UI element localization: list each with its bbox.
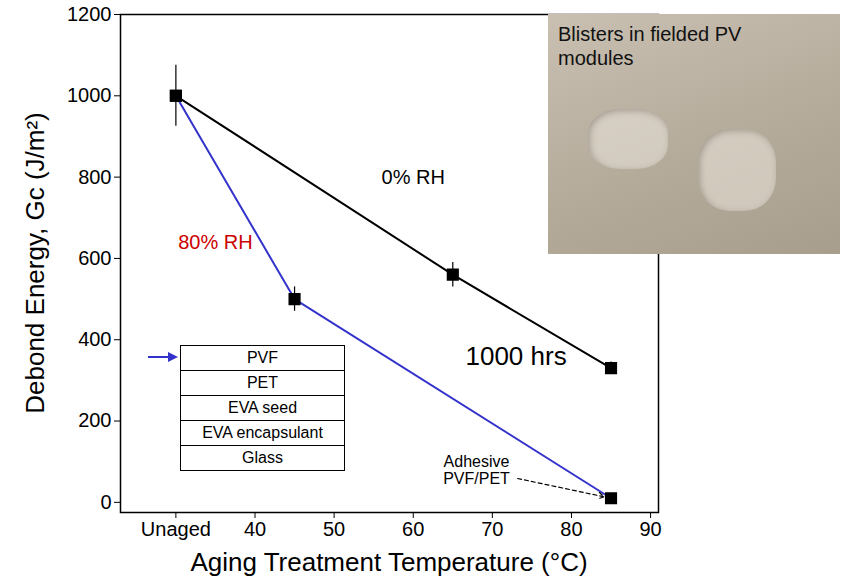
svg-text:70: 70 bbox=[481, 518, 503, 540]
html-text:Aging Treatment Temperature (°: Aging Treatment Temperature (°C) bbox=[190, 546, 588, 577]
svg-text:800: 800 bbox=[78, 166, 111, 188]
svg-text:50: 50 bbox=[323, 518, 345, 540]
svg-text:200: 200 bbox=[78, 409, 111, 431]
svg-text:60: 60 bbox=[402, 518, 424, 540]
svg-text:0: 0 bbox=[100, 491, 111, 513]
html-text:EVA seed: EVA seed bbox=[228, 399, 297, 416]
svg-text:Unaged: Unaged bbox=[141, 518, 211, 540]
html-text:PVF: PVF bbox=[246, 349, 279, 366]
svg-text:1000 hrs: 1000 hrs bbox=[465, 341, 566, 371]
html-text:Blisters in fielded PV modules: Blisters in fielded PV modules bbox=[558, 23, 742, 69]
svg-text:80% RH: 80% RH bbox=[178, 231, 252, 253]
html-text:EVA encapsulant: EVA encapsulant bbox=[202, 424, 323, 441]
html-text:Debond Energy, Gc (J/m²): Debond Energy, Gc (J/m²) bbox=[19, 112, 50, 414]
svg-text:AdhesivePVF/PET: AdhesivePVF/PET bbox=[443, 453, 510, 488]
svg-text:1200: 1200 bbox=[67, 3, 112, 25]
svg-text:1000: 1000 bbox=[67, 84, 112, 106]
svg-text:90: 90 bbox=[639, 518, 661, 540]
svg-text:0% RH: 0% RH bbox=[382, 166, 445, 188]
html-text:Glass: Glass bbox=[242, 449, 283, 466]
svg-text:40: 40 bbox=[244, 518, 266, 540]
svg-text:80: 80 bbox=[560, 518, 582, 540]
svg-text:600: 600 bbox=[78, 247, 111, 269]
html-text:PET: PET bbox=[246, 374, 279, 391]
svg-text:400: 400 bbox=[78, 328, 111, 350]
